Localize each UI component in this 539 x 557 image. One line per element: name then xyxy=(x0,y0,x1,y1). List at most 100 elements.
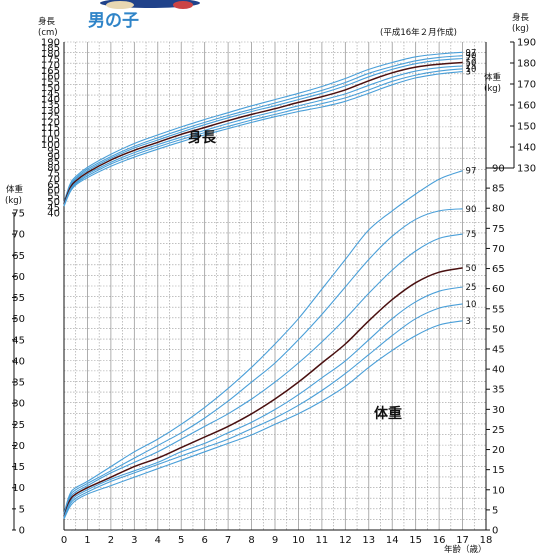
height-percentile-90-line xyxy=(63,55,463,203)
x-tick-label: 2 xyxy=(108,535,114,546)
height-percentile-10-label: 10 xyxy=(466,65,477,75)
height-tick-label: 85 xyxy=(47,157,60,168)
height-right-tick-label: 160 xyxy=(517,101,536,112)
height-tick-label: 65 xyxy=(47,180,60,191)
boy-mascot-icon xyxy=(100,0,200,9)
weight-tick-label: 50 xyxy=(12,314,25,325)
weight-tick-label: 30 xyxy=(12,399,25,410)
weight-right-label-1: 体重 xyxy=(484,72,502,83)
edition-note: (平成16年２月作成) xyxy=(380,27,457,38)
weight-right-tick-label: 75 xyxy=(492,224,505,235)
weight-right-tick-label: 5 xyxy=(492,505,498,516)
x-tick-label: 9 xyxy=(272,535,278,546)
weight-right-tick-label: 30 xyxy=(492,405,505,416)
weight-right-label-2: (kg) xyxy=(484,84,501,94)
x-tick-label: 16 xyxy=(433,535,446,546)
height-tick-label: 100 xyxy=(41,140,60,151)
chart-title: 男の子 xyxy=(88,11,139,31)
height-tick-label: 125 xyxy=(41,112,60,123)
weight-right-tick-label: 20 xyxy=(492,445,505,456)
weight-left-label-1: 体重 xyxy=(6,184,24,195)
tick-labels: 0 1 2 3 4 5 6 7 8 9 10 11 12 13 14 15 16 17 18758085909510… xyxy=(12,38,536,546)
height-tick-label: 75 xyxy=(47,169,60,180)
weight-tick-label: 15 xyxy=(12,462,25,473)
weight-percentile-97-label: 97 xyxy=(466,167,477,177)
weight-tick-label: 0 xyxy=(19,526,25,537)
height-chart-label: 身長 xyxy=(188,129,217,146)
height-percentile-3-line xyxy=(63,71,463,207)
x-tick-label: 5 xyxy=(178,535,184,546)
weight-percentile-90-label: 90 xyxy=(466,205,477,215)
weight-percentile-50-label: 50 xyxy=(466,264,477,274)
weight-percentile-25-line xyxy=(63,286,463,518)
weight-right-tick-label: 0 xyxy=(492,526,498,537)
height-tick-label: 80 xyxy=(47,163,60,174)
weight-percentile-3-label: 3 xyxy=(466,317,471,327)
height-tick-label: 120 xyxy=(41,117,60,128)
height-tick-label: 70 xyxy=(47,174,60,185)
height-right-tick-label: 150 xyxy=(517,122,536,133)
height-right-label-1: 身長 xyxy=(512,12,530,23)
height-tick-label: 45 xyxy=(47,203,60,214)
height-tick-label: 180 xyxy=(41,49,60,60)
x-tick-label: 1 xyxy=(84,535,90,546)
height-right-tick-label: 140 xyxy=(517,143,536,154)
height-tick-label: 135 xyxy=(41,100,60,111)
height-right-tick-label: 130 xyxy=(517,164,536,175)
x-tick-label: 3 xyxy=(131,535,137,546)
x-tick-label: 18 xyxy=(480,535,493,546)
weight-percentile-97-line xyxy=(63,170,463,514)
x-tick-label: 17 xyxy=(456,535,469,546)
height-tick-label: 155 xyxy=(41,77,60,88)
weight-right-tick-label: 80 xyxy=(492,204,505,215)
weight-chart-label: 体重 xyxy=(374,405,402,422)
grid xyxy=(63,41,515,531)
x-tick-label: 14 xyxy=(386,535,399,546)
weight-right-tick-label: 25 xyxy=(492,425,505,436)
height-tick-label: 115 xyxy=(41,123,60,134)
x-tick-label: 6 xyxy=(201,535,207,546)
percentile-curves xyxy=(63,51,463,520)
weight-percentile-90-line xyxy=(63,208,463,515)
weight-tick-label: 5 xyxy=(19,504,25,515)
weight-tick-label: 55 xyxy=(12,293,25,304)
x-tick-label: 0 xyxy=(61,535,67,546)
height-percentile-50-line xyxy=(63,61,463,205)
weight-tick-label: 20 xyxy=(12,441,25,452)
weight-tick-label: 10 xyxy=(12,483,25,494)
x-tick-label: 13 xyxy=(362,535,375,546)
weight-right-tick-label: 50 xyxy=(492,324,505,335)
x-tick-label: 11 xyxy=(316,535,329,546)
height-tick-label: 185 xyxy=(41,43,60,54)
height-percentile-25-line xyxy=(63,65,463,206)
weight-tick-label: 35 xyxy=(12,378,25,389)
height-tick-label: 130 xyxy=(41,106,60,117)
height-tick-label: 40 xyxy=(47,209,60,220)
weight-percentile-75-line xyxy=(63,233,463,516)
height-left-label-2: (cm) xyxy=(38,28,58,38)
weight-right-tick-label: 15 xyxy=(492,465,505,476)
weight-percentile-50-line xyxy=(63,267,463,517)
height-percentile-25-label: 25 xyxy=(466,62,477,72)
x-axis-label: 年齢（歳） xyxy=(444,544,487,555)
weight-right-tick-label: 10 xyxy=(492,485,505,496)
height-tick-label: 165 xyxy=(41,66,60,77)
weight-percentile-10-line xyxy=(63,303,463,519)
height-tick-label: 90 xyxy=(47,152,60,163)
weight-tick-label: 40 xyxy=(12,356,25,367)
height-tick-label: 55 xyxy=(47,191,60,202)
weight-percentile-75-label: 75 xyxy=(466,230,477,240)
height-percentile-97-line xyxy=(63,51,463,203)
height-percentile-3-label: 3 xyxy=(466,68,471,78)
weight-right-tick-label: 70 xyxy=(492,244,505,255)
weight-right-tick-label: 90 xyxy=(492,164,505,175)
weight-left-label-2: (kg) xyxy=(5,196,22,206)
height-percentile-50-label: 50 xyxy=(466,59,477,69)
weight-percentile-3-line xyxy=(63,320,463,520)
height-tick-label: 145 xyxy=(41,89,60,100)
height-percentile-75-label: 75 xyxy=(466,55,477,65)
weight-tick-label: 70 xyxy=(12,230,25,241)
height-tick-label: 95 xyxy=(47,146,60,157)
